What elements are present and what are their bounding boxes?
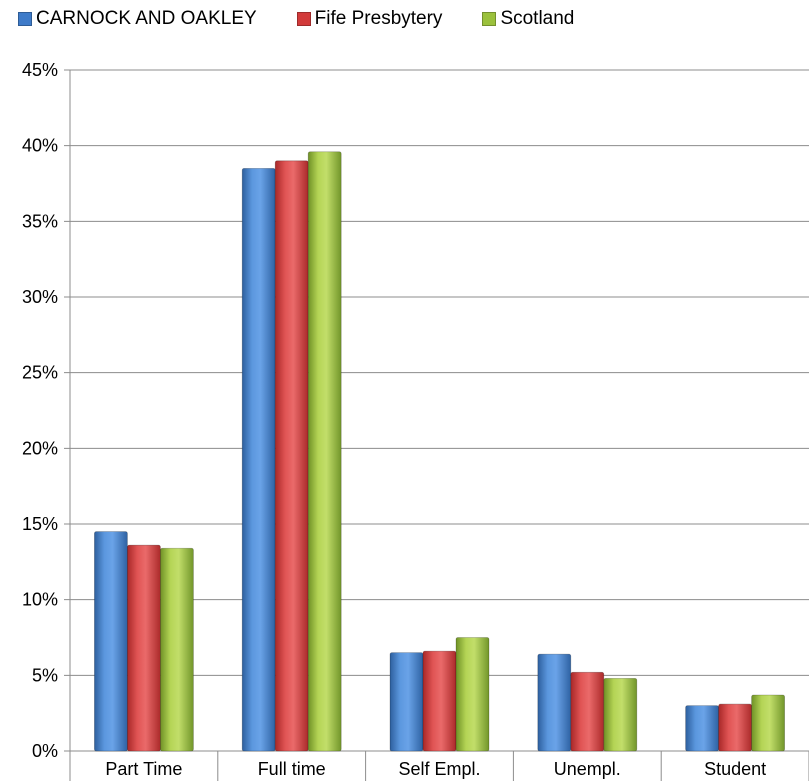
bars <box>94 151 785 752</box>
bar-carnock-and-oakley-full-time <box>241 167 276 752</box>
y-tick-label: 25% <box>22 363 58 383</box>
bar-fife-presbytery-part-time <box>127 544 161 752</box>
y-tick-label: 0% <box>32 741 58 761</box>
bar-fife-presbytery-unempl- <box>570 671 605 752</box>
legend-swatch-scotland <box>482 12 497 26</box>
x-tick-label: Full time <box>258 759 326 779</box>
legend-label-fife: Fife Presbytery <box>314 8 443 29</box>
bar-carnock-and-oakley-student <box>685 705 719 752</box>
y-tick-label: 5% <box>32 665 58 685</box>
legend-item-scotland: Scotland <box>482 8 574 30</box>
y-tick-label: 20% <box>22 438 58 458</box>
x-tick-label: Unempl. <box>554 759 621 779</box>
bar-scotland-full-time <box>307 151 342 752</box>
x-tick-label: Part Time <box>105 759 182 779</box>
gridlines <box>64 69 809 752</box>
chart-legend: CARNOCK AND OAKLEY Fife Presbytery Scotl… <box>18 6 614 32</box>
bar-scotland-self-empl- <box>455 637 490 752</box>
bar-carnock-and-oakley-self-empl- <box>389 652 424 752</box>
x-tick-label: Student <box>704 759 766 779</box>
y-tick-label: 35% <box>22 211 58 231</box>
bar-carnock-and-oakley-part-time <box>94 531 128 752</box>
tick-labels: 0% 5% 10% 15% 20% 25% 30% 35% 40% 45% Part Time Ful… <box>22 60 766 779</box>
y-tick-label: 10% <box>22 590 58 610</box>
bar-carnock-and-oakley-unempl- <box>537 653 572 752</box>
legend-item-carnock: CARNOCK AND OAKLEY <box>18 8 257 30</box>
bar-scotland-part-time <box>159 547 194 752</box>
legend-swatch-fife <box>296 12 311 26</box>
y-tick-label: 30% <box>22 287 58 307</box>
bar-scotland-unempl- <box>603 677 638 752</box>
bar-scotland-student <box>751 694 785 752</box>
x-tick-label: Self Empl. <box>398 759 480 779</box>
legend-item-fife: Fife Presbytery <box>296 8 443 30</box>
bar-fife-presbytery-full-time <box>274 160 309 752</box>
legend-swatch-carnock <box>18 12 32 26</box>
legend-label-scotland: Scotland <box>500 8 575 29</box>
bar-fife-presbytery-self-empl- <box>422 650 457 752</box>
legend-label-carnock: CARNOCK AND OAKLEY <box>36 8 257 29</box>
y-tick-label: 45% <box>22 60 58 80</box>
y-tick-label: 15% <box>22 514 58 534</box>
y-tick-label: 40% <box>22 136 58 156</box>
bar-fife-presbytery-student <box>718 703 752 752</box>
axes <box>69 70 809 781</box>
